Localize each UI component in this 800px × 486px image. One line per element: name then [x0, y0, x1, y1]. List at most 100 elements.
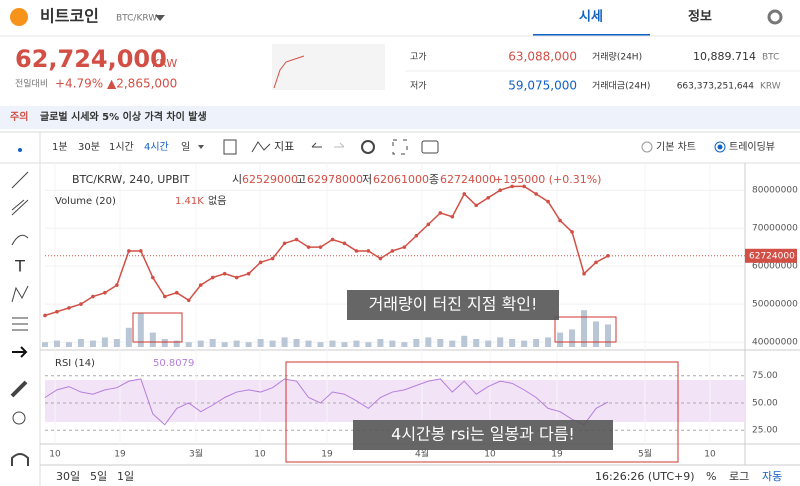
range[interactable]: 5일 [90, 469, 107, 483]
interval[interactable]: 30분 [78, 141, 100, 153]
interval[interactable]: 1분 [52, 141, 68, 153]
price-point [127, 249, 131, 253]
radio[interactable] [641, 141, 653, 153]
legend-label: 종 [429, 173, 439, 186]
notice-bar [0, 106, 800, 129]
volume-bar [233, 340, 240, 347]
volume-bar [521, 340, 528, 347]
price-point [498, 188, 502, 192]
radio-label[interactable]: 기본 차트 [656, 141, 696, 153]
stat-value: 663,373,251,644 [677, 82, 755, 92]
tool[interactable] [11, 199, 29, 216]
dropdown[interactable] [155, 15, 165, 21]
volume-bar [533, 339, 540, 347]
volume-bar [389, 340, 396, 347]
caption: 거래량이 터진 지점 확인! [369, 295, 538, 314]
tool[interactable] [11, 234, 29, 246]
volume-bar [485, 340, 492, 347]
volume-bar [149, 332, 156, 347]
price-point [582, 271, 586, 276]
volume-bar [317, 342, 324, 347]
price-point [198, 283, 203, 287]
redo-icon[interactable] [334, 142, 345, 148]
mini-line [273, 55, 305, 89]
tool[interactable] [18, 148, 22, 152]
y-tick-label: 50000000 [752, 300, 798, 310]
price-point [390, 249, 395, 253]
range[interactable]: 1일 [117, 469, 134, 483]
scale-option[interactable]: 자동 [762, 470, 782, 483]
legend-value: 62978000 [307, 173, 363, 186]
scale-option[interactable]: % [706, 470, 716, 483]
price-point [426, 222, 431, 227]
tool[interactable] [11, 285, 29, 303]
volume-bar [449, 340, 456, 347]
price-point [222, 271, 227, 276]
tool[interactable] [12, 411, 26, 425]
indicator-icon[interactable] [251, 141, 271, 153]
volume-bar [77, 339, 84, 347]
candle-icon[interactable] [223, 139, 237, 155]
dropdown[interactable] [198, 145, 204, 149]
volume-bar [401, 342, 408, 347]
settings-icon[interactable] [361, 140, 375, 154]
stat-unit: KRW [760, 82, 781, 92]
volume-bar [281, 337, 288, 347]
price: 62,724,000 [15, 45, 167, 73]
volume-bar [461, 335, 468, 347]
camera-icon[interactable] [421, 140, 439, 154]
rsi-value: 50.8079 [153, 358, 194, 369]
volume-bar [101, 337, 108, 347]
interval[interactable]: 1시간 [109, 141, 134, 153]
price-point [594, 260, 598, 265]
radio-label[interactable]: 트레이딩뷰 [729, 141, 775, 153]
rsi-band [45, 380, 745, 422]
price-point [294, 237, 299, 242]
legend-label: 저 [362, 173, 372, 186]
price-point [234, 275, 239, 280]
stat-label: 거래량(24H) [592, 51, 642, 63]
volume-bar [53, 340, 60, 347]
tool[interactable] [10, 380, 28, 398]
volume-bar [365, 342, 372, 347]
volume-bar [581, 310, 588, 347]
tab[interactable]: 정보 [688, 9, 712, 25]
tool[interactable] [11, 171, 29, 189]
volume-bar [173, 340, 180, 347]
price-line [44, 185, 609, 317]
indicator[interactable]: 지표 [274, 140, 294, 153]
undo-icon[interactable] [311, 142, 322, 148]
range[interactable]: 30일 [56, 469, 80, 483]
legend-value: 62724000 [440, 173, 496, 186]
stat-label: 저가 [410, 81, 427, 92]
price-point [414, 233, 419, 238]
mini-chart [272, 44, 385, 90]
price-point [378, 256, 383, 261]
legend-label: 시 [232, 173, 242, 186]
rsi-tick-label: 75.00 [752, 371, 778, 381]
price-point [282, 241, 287, 246]
tool[interactable]: T [14, 257, 25, 276]
tool[interactable] [12, 317, 28, 331]
tool[interactable] [11, 453, 29, 466]
volume-bar [341, 342, 348, 347]
volume-bar [593, 321, 600, 347]
tool[interactable] [12, 346, 28, 358]
radio[interactable] [714, 141, 726, 153]
change-pct: +4.79% [55, 77, 103, 91]
fullscreen-icon[interactable] [392, 139, 408, 155]
scale-option[interactable]: 로그 [729, 470, 749, 483]
tab[interactable]: 시세 [579, 10, 603, 25]
volume-bar [161, 339, 168, 347]
volume-bar [305, 340, 312, 347]
interval[interactable]: 일 [181, 141, 190, 153]
volume-bar [185, 342, 192, 347]
price-point [534, 192, 538, 196]
interval[interactable]: 4시간 [144, 141, 169, 153]
price-point [174, 290, 179, 295]
x-tick-label: 10 [49, 450, 61, 460]
rsi-tick-label: 25.00 [752, 426, 778, 436]
settings-icon[interactable] [767, 9, 783, 25]
tab[interactable] [533, 0, 650, 36]
coin-icon [10, 8, 28, 26]
